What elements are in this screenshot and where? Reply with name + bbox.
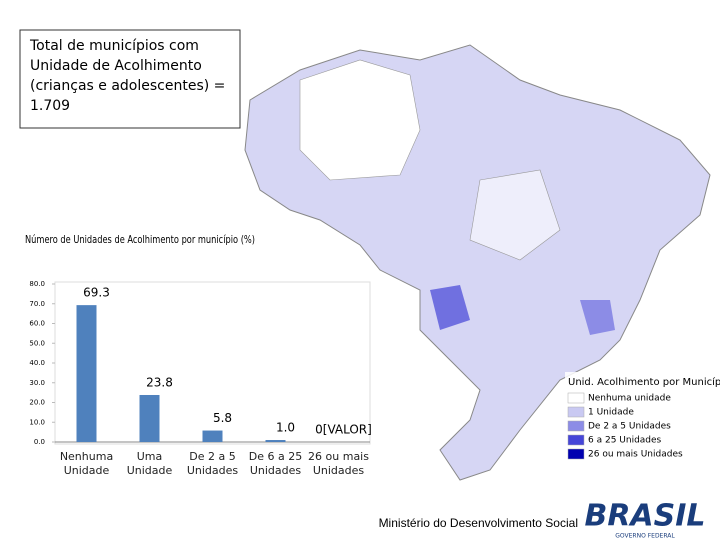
bar <box>202 430 223 442</box>
legend-swatch <box>567 434 585 446</box>
y-tick-label: 40.0 <box>29 359 45 367</box>
legend-swatch <box>567 420 585 432</box>
chart-title: Número de Unidades de Acolhimento por mu… <box>25 233 255 246</box>
x-tick-label: De 2 a 5 Unidades <box>186 450 239 477</box>
y-tick-label: 80.0 <box>29 280 45 288</box>
value-label: 23.8 <box>146 375 173 389</box>
legend-box <box>565 372 715 467</box>
legend-swatch <box>567 392 585 404</box>
legend-swatch <box>567 406 585 418</box>
legend-label: Nenhuma unidade <box>588 394 671 404</box>
value-label: 1.0 <box>276 421 295 435</box>
y-tick-label: 10.0 <box>29 418 45 426</box>
x-tick-label: Uma Unidade <box>126 450 173 477</box>
value-label: 5.8 <box>213 411 232 425</box>
legend-label: 1 Unidade <box>588 408 634 418</box>
value-label: 0[VALOR] <box>315 423 372 437</box>
map-region <box>580 300 615 335</box>
y-tick-label: 60.0 <box>29 320 45 328</box>
map-region <box>430 285 470 330</box>
legend-label: De 2 a 5 Unidades <box>588 422 671 432</box>
bar <box>265 440 286 442</box>
bar <box>139 394 160 442</box>
legend-label: 26 ou mais Unidades <box>588 450 683 460</box>
logo-sub: GOVERNO FEDERAL <box>615 533 675 540</box>
legend-swatch <box>567 448 585 460</box>
map-region <box>299 59 421 181</box>
value-label: 69.3 <box>83 286 110 300</box>
legend-label: 6 a 25 Unidades <box>588 436 662 446</box>
x-tick-label: Nenhuma Unidade <box>59 450 114 477</box>
map-region <box>469 169 561 261</box>
title-box-text: Total de municípios com Unidade de Acolh… <box>30 38 226 114</box>
y-tick-label: 70.0 <box>29 300 45 308</box>
footer-ministry: Ministério do Desenvolvimento Social <box>379 516 578 530</box>
y-tick-label: 30.0 <box>29 379 45 387</box>
y-tick-label: 20.0 <box>29 399 45 407</box>
y-tick-label: 0.0 <box>34 438 45 446</box>
legend-title: Unid. Acolhimento por Município <box>568 376 720 388</box>
x-tick-label: De 6 a 25 Unidades <box>248 450 303 477</box>
title-box <box>19 29 241 129</box>
logo: BRASIL <box>584 499 705 534</box>
map <box>244 44 711 481</box>
x-tick-label: 26 ou mais Unidades <box>308 450 369 477</box>
bar <box>76 305 97 442</box>
y-tick-label: 50.0 <box>29 339 45 347</box>
